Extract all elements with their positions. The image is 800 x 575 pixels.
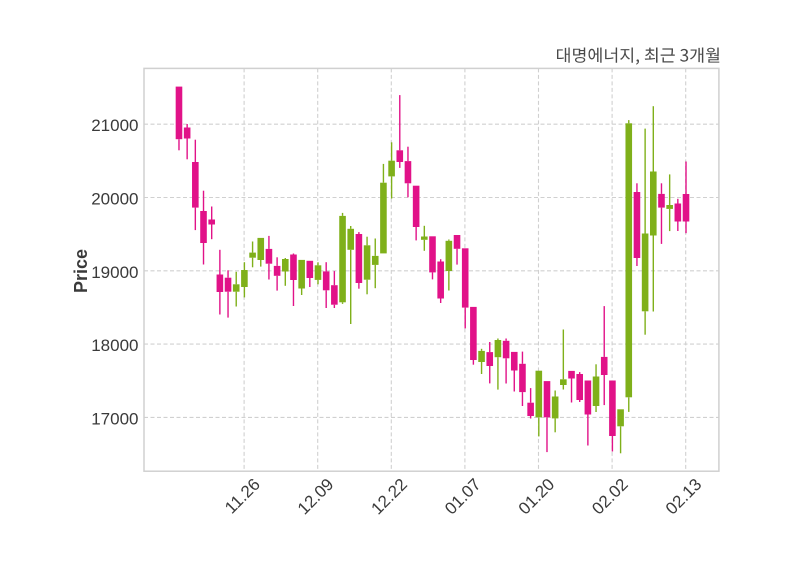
svg-text:20000: 20000: [91, 190, 138, 209]
svg-text:Price: Price: [71, 249, 91, 293]
svg-text:21000: 21000: [91, 116, 138, 135]
svg-text:18000: 18000: [91, 336, 138, 355]
svg-text:17000: 17000: [91, 409, 138, 428]
svg-text:19000: 19000: [91, 263, 138, 282]
